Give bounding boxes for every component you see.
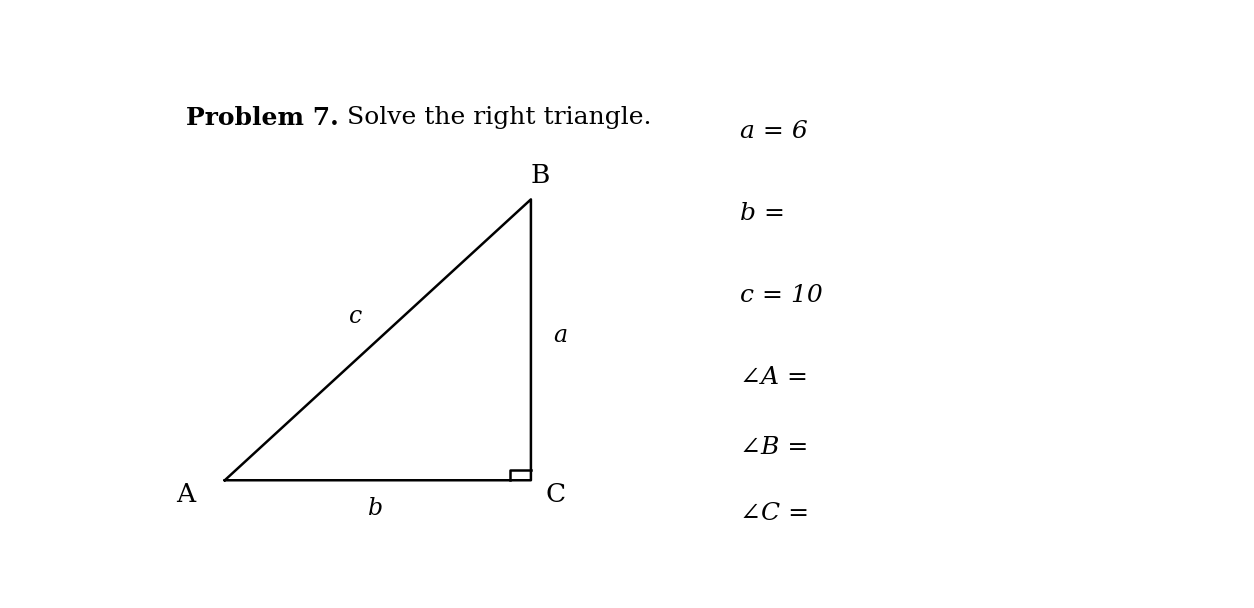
Text: B: B [530,164,551,188]
Text: c: c [350,305,362,328]
Text: c = 10: c = 10 [740,284,823,307]
Text: a: a [553,323,567,347]
Text: a = 6: a = 6 [740,120,808,143]
Text: Solve the right triangle.: Solve the right triangle. [339,106,651,129]
Text: C: C [545,482,566,507]
Text: b: b [367,497,382,520]
Text: ∠C =: ∠C = [740,502,809,525]
Text: b =: b = [740,202,785,225]
Text: A: A [177,482,196,507]
Text: ∠B =: ∠B = [740,436,809,459]
Text: Problem 7.: Problem 7. [186,106,339,130]
Text: ∠A =: ∠A = [740,366,808,389]
